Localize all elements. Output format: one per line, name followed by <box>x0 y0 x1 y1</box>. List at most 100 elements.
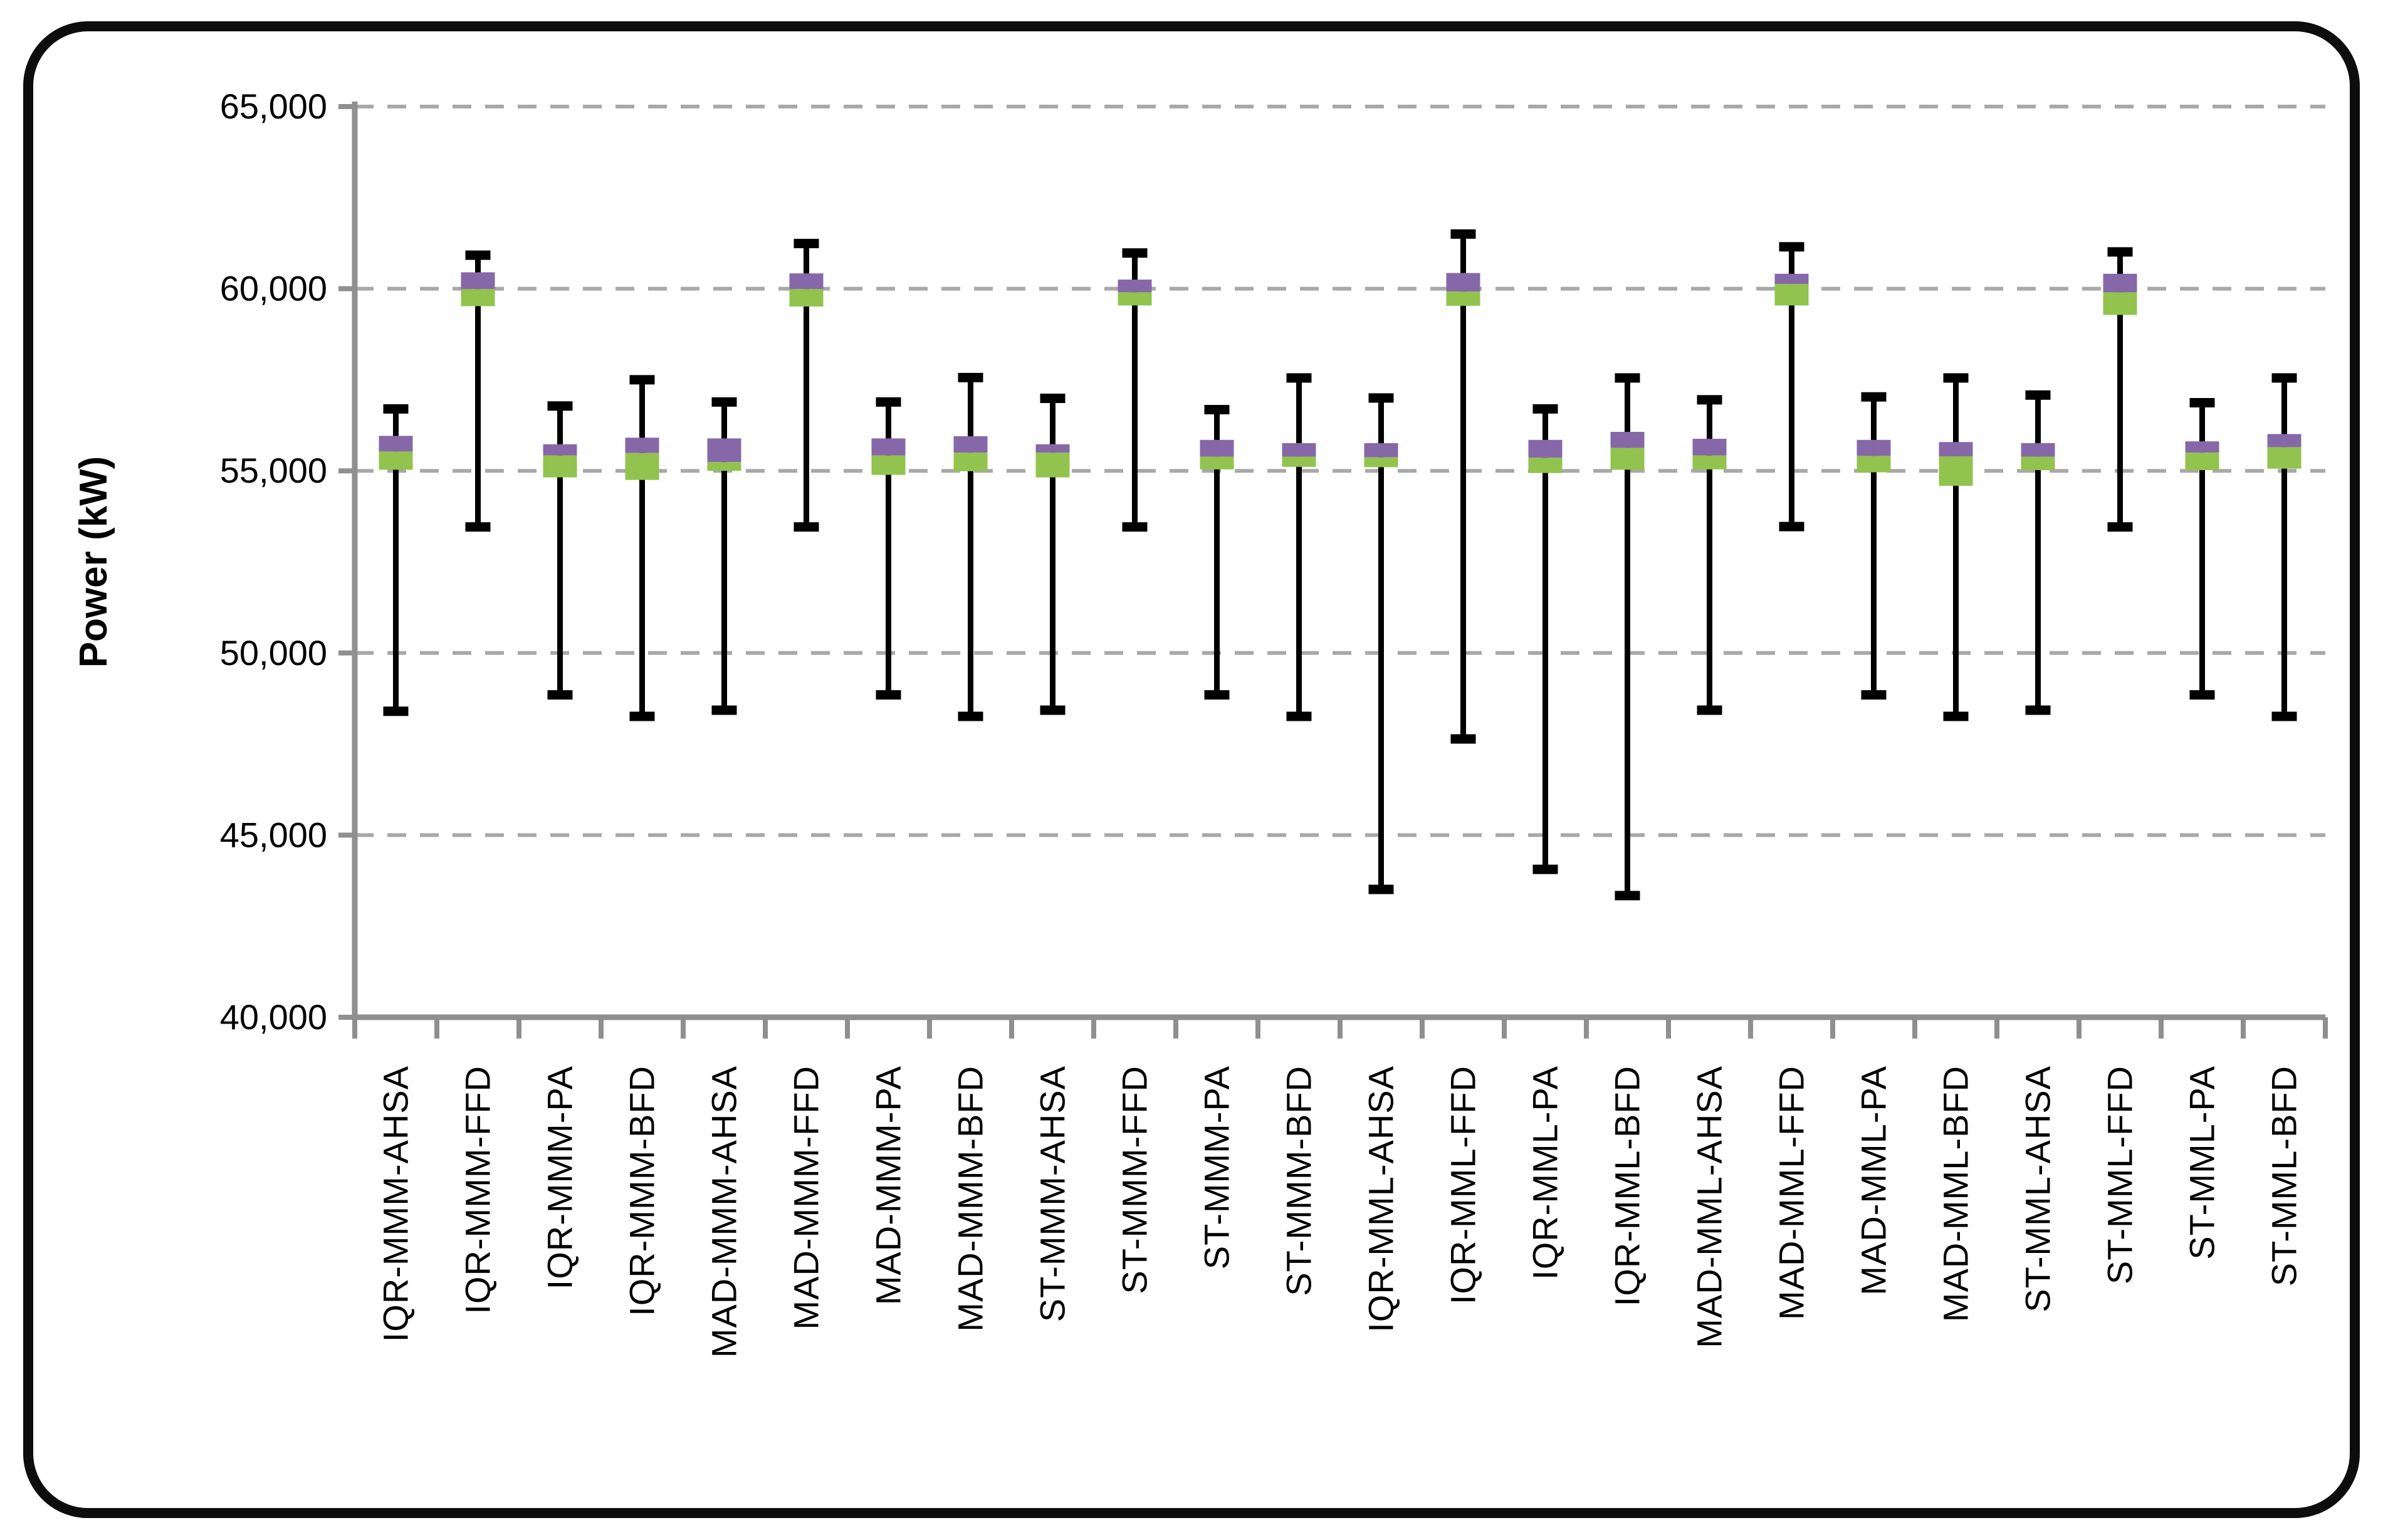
box-whisker-item: MAD-MML-BFD <box>1936 373 1976 1322</box>
box-upper-median-q3 <box>707 438 741 463</box>
y-tick-label: 60,000 <box>220 269 327 308</box>
box-whisker-item: IQR-MMM-FFD <box>458 250 498 1314</box>
box-lower-q1-median <box>1446 291 1480 306</box>
box-whisker-item: IQR-MML-FFD <box>1443 229 1483 1304</box>
box-lower-q1-median <box>1364 457 1398 468</box>
box-lower-q1-median <box>1200 456 1234 469</box>
box-whisker-item: ST-MML-FFD <box>2100 247 2140 1284</box>
category-label: MAD-MMM-FFD <box>787 1066 826 1330</box>
box-upper-median-q3 <box>1857 439 1891 456</box>
whisker-cap-min <box>1122 522 1148 532</box>
chart-outer-frame <box>23 21 2360 1518</box>
box-upper-median-q3 <box>1118 280 1152 293</box>
whisker-cap-min <box>1368 884 1394 894</box>
category-label: ST-MML-BFD <box>2265 1066 2304 1286</box>
whisker-cap-max <box>1532 404 1558 414</box>
whisker-cap-min <box>1040 705 1066 715</box>
category-label: MAD-MMM-AHSA <box>704 1066 744 1358</box>
whisker-cap-max <box>1779 242 1804 252</box>
box-whisker-item: MAD-MML-FFD <box>1772 242 1811 1320</box>
box-whisker-item: MAD-MMM-FFD <box>787 239 826 1330</box>
whisker-cap-min <box>547 690 573 700</box>
category-label: MAD-MML-FFD <box>1772 1066 1811 1320</box>
box-lower-q1-median <box>543 455 577 478</box>
category-label: MAD-MML-BFD <box>1936 1066 1976 1322</box>
box-lower-q1-median <box>707 462 741 471</box>
box-whisker-item: MAD-MML-PA <box>1854 392 1893 1296</box>
category-label: ST-MMM-AHSA <box>1033 1066 1072 1322</box>
whisker-cap-min <box>465 522 491 532</box>
whisker-cap-min <box>1204 690 1230 700</box>
box-upper-median-q3 <box>871 438 906 456</box>
category-label: ST-MMM-BFD <box>1279 1066 1319 1296</box>
whisker-cap-max <box>1861 392 1887 402</box>
whisker-cap-min <box>383 706 409 716</box>
category-label: ST-MMM-FFD <box>1115 1066 1155 1294</box>
whisker-cap-max <box>1122 248 1148 258</box>
box-whisker-item: IQR-MMM-BFD <box>622 375 662 1316</box>
box-lower-q1-median <box>461 289 495 306</box>
whisker-cap-max <box>958 372 983 382</box>
box-upper-median-q3 <box>1692 439 1727 456</box>
box-lower-q1-median <box>1118 292 1152 306</box>
box-whisker-item: IQR-MML-BFD <box>1608 373 1647 1306</box>
box-lower-q1-median <box>789 289 824 307</box>
whisker-cap-min <box>2271 711 2297 721</box>
box-whisker-item: MAD-MMM-BFD <box>951 372 990 1332</box>
whisker-cap-max <box>629 375 655 385</box>
box-upper-median-q3 <box>953 436 988 453</box>
box-lower-q1-median <box>1610 448 1645 470</box>
whisker-cap-min <box>1943 711 1969 721</box>
category-label: MAD-MMM-BFD <box>951 1066 990 1332</box>
box-lower-q1-median <box>2021 456 2055 471</box>
whisker-cap-max <box>711 397 737 407</box>
whisker-cap-min <box>1450 734 1476 744</box>
whisker-cap-min <box>2107 522 2133 532</box>
whisker-cap-max <box>1450 229 1476 239</box>
whisker-cap-max <box>2025 390 2051 400</box>
category-label: IQR-MML-AHSA <box>1361 1066 1401 1333</box>
category-label: IQR-MMM-PA <box>540 1066 580 1289</box>
whisker-cap-max <box>383 404 409 414</box>
whisker-cap-min <box>876 690 901 700</box>
box-upper-median-q3 <box>379 436 413 452</box>
box-upper-median-q3 <box>1528 439 1563 458</box>
box-lower-q1-median <box>379 451 413 470</box>
box-whisker-item: IQR-MML-AHSA <box>1361 393 1401 1333</box>
box-upper-median-q3 <box>1200 439 1234 457</box>
whisker-cap-min <box>2025 705 2051 715</box>
box-lower-q1-median <box>1282 456 1316 467</box>
box-whisker-item: IQR-MMM-AHSA <box>376 404 416 1342</box>
box-upper-median-q3 <box>1282 443 1316 457</box>
box-lower-q1-median <box>1857 456 1891 473</box>
box-lower-q1-median <box>1939 456 1973 486</box>
whisker-cap-max <box>2107 247 2133 257</box>
box-upper-median-q3 <box>461 272 495 290</box>
box-upper-median-q3 <box>625 437 659 453</box>
whisker-cap-min <box>1779 521 1804 532</box>
whisker-cap-max <box>1040 394 1066 404</box>
whisker-cap-max <box>876 397 901 407</box>
whisker-cap-max <box>547 401 573 411</box>
box-upper-median-q3 <box>1610 432 1645 448</box>
category-label: IQR-MML-FFD <box>1443 1066 1483 1304</box>
box-upper-median-q3 <box>2021 443 2055 457</box>
whisker-cap-min <box>1532 864 1558 874</box>
whisker-cap-min <box>711 705 737 715</box>
box-upper-median-q3 <box>2185 441 2219 453</box>
box-whisker-item: IQR-MMM-PA <box>540 401 580 1289</box>
box-lower-q1-median <box>2185 453 2219 471</box>
box-lower-q1-median <box>1035 453 1070 478</box>
y-tick-label: 50,000 <box>220 633 327 673</box>
box-lower-q1-median <box>871 455 906 475</box>
whisker-cap-max <box>465 250 491 260</box>
box-upper-median-q3 <box>1364 443 1398 458</box>
category-label: ST-MML-AHSA <box>2018 1066 2058 1312</box>
box-whisker-item: ST-MMM-BFD <box>1279 373 1319 1296</box>
category-label: IQR-MMM-AHSA <box>376 1066 416 1342</box>
whisker-cap-min <box>1615 891 1640 901</box>
category-label: ST-MMM-PA <box>1197 1066 1237 1269</box>
box-whisker-item: IQR-MML-PA <box>1526 404 1565 1280</box>
box-whisker-item: ST-MML-BFD <box>2265 373 2304 1286</box>
